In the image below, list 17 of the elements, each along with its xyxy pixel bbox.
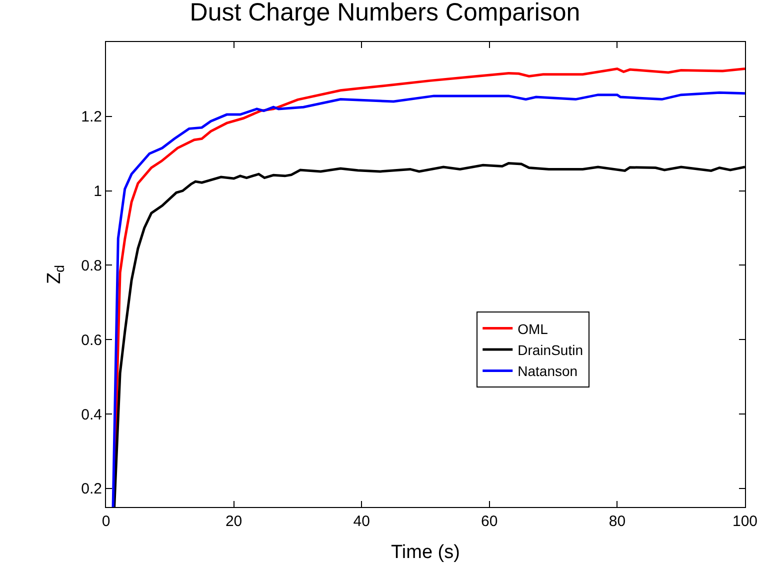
legend-label: DrainSutin bbox=[518, 342, 583, 358]
y-tick-label: 1.2 bbox=[81, 108, 102, 126]
y-tick-label: 1 bbox=[94, 183, 102, 200]
y-tick-label: 0.8 bbox=[81, 257, 102, 274]
x-tick-label: 40 bbox=[353, 513, 370, 530]
x-tick-label: 20 bbox=[225, 513, 242, 530]
x-tick-label: 0 bbox=[102, 513, 110, 530]
x-tick-label: 80 bbox=[608, 513, 626, 530]
y-tick-label: 0.6 bbox=[81, 332, 102, 349]
y-tick-label: 0.2 bbox=[81, 480, 102, 498]
legend-label: Natanson bbox=[518, 363, 578, 380]
x-axis-title: Time (s) bbox=[391, 542, 460, 563]
x-tick-label: 60 bbox=[481, 513, 498, 530]
y-tick-label: 0.4 bbox=[81, 406, 102, 424]
chart-title: Dust Charge Numbers Comparison bbox=[190, 0, 580, 26]
x-tick-label: 100 bbox=[732, 513, 758, 530]
legend-label: OML bbox=[518, 320, 548, 337]
